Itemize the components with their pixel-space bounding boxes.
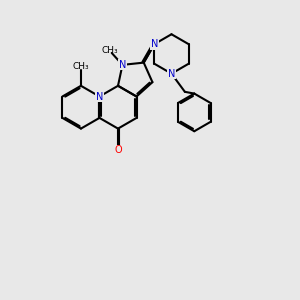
Text: N: N — [151, 39, 158, 49]
Text: N: N — [96, 92, 103, 101]
Text: CH₃: CH₃ — [73, 62, 89, 71]
Text: N: N — [168, 69, 175, 79]
Text: N: N — [119, 60, 126, 70]
Text: O: O — [151, 39, 158, 49]
Text: O: O — [114, 146, 122, 155]
Text: CH₃: CH₃ — [101, 46, 118, 55]
